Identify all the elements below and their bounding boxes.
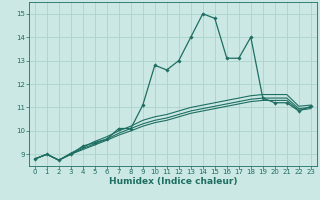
X-axis label: Humidex (Indice chaleur): Humidex (Indice chaleur)	[108, 177, 237, 186]
